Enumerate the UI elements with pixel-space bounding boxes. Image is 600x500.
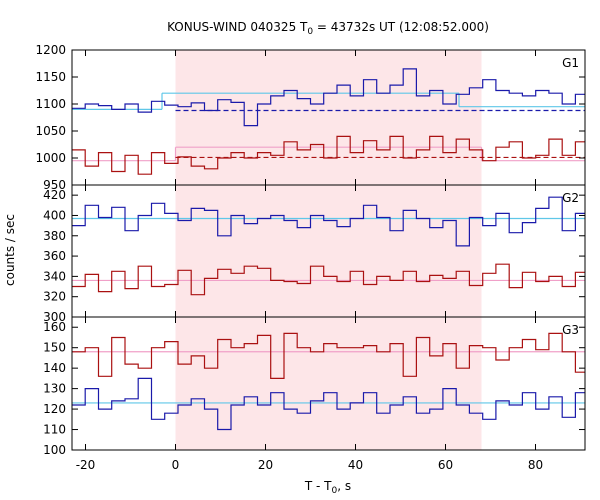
y-tick-label: 110 bbox=[43, 423, 66, 437]
x-tick-label: 0 bbox=[172, 458, 180, 472]
panel-g3: 100 110 120 130 140 150 160 G3 bbox=[43, 316, 586, 457]
y-tick-label: 1200 bbox=[35, 43, 66, 57]
x-tick-label: 80 bbox=[528, 458, 543, 472]
y-tick-label: 400 bbox=[43, 208, 66, 222]
series-g3-blue bbox=[72, 377, 585, 431]
x-tick-label: 20 bbox=[258, 458, 273, 472]
y-tick-label: 160 bbox=[43, 320, 66, 334]
chart-title: KONUS-WIND 040325 T0 = 43732s UT (12:08:… bbox=[167, 20, 489, 37]
y-tick-label: 1000 bbox=[35, 151, 66, 165]
burst-interval-highlight bbox=[175, 50, 482, 450]
x-tick-label: 40 bbox=[348, 458, 363, 472]
panel-g2: 300 320 340 360 380 400 420 G2 bbox=[43, 184, 586, 324]
y-tick-label: 340 bbox=[43, 269, 66, 283]
y-tick-label: 150 bbox=[43, 341, 66, 355]
y-tick-label: 1150 bbox=[35, 70, 66, 84]
y-tick-label: 100 bbox=[43, 443, 66, 457]
y-tick-label: 120 bbox=[43, 402, 66, 416]
panel-label-g3: G3 bbox=[562, 323, 579, 337]
series-g3-red bbox=[72, 332, 585, 379]
y-tick-label: 130 bbox=[43, 382, 66, 396]
y-tick-label: 420 bbox=[43, 188, 66, 202]
panel-g1: 950 1000 1050 1100 1150 1200 G1 bbox=[35, 43, 586, 192]
series-g2-red bbox=[72, 263, 585, 296]
series-g1-blue bbox=[72, 68, 585, 127]
panel-label-g2: G2 bbox=[562, 191, 579, 205]
panel-frame-g3 bbox=[71, 316, 586, 451]
panel-plot-g3 bbox=[72, 332, 585, 431]
y-tick-label: 300 bbox=[43, 310, 66, 324]
y-tick-label: 1100 bbox=[35, 97, 66, 111]
series-g1-red bbox=[72, 135, 585, 175]
y-tick-label: 950 bbox=[43, 178, 66, 192]
panel-plot-g1 bbox=[72, 68, 585, 175]
y-tick-label: 1050 bbox=[35, 124, 66, 138]
y-tick-label: 380 bbox=[43, 229, 66, 243]
y-tick-label: 320 bbox=[43, 290, 66, 304]
plot-area: 95010001050110011501200G1300320340360380… bbox=[35, 43, 586, 472]
x-tick-label: 60 bbox=[438, 458, 453, 472]
series-g2-blue bbox=[72, 196, 585, 247]
y-tick-label: 360 bbox=[43, 249, 66, 263]
panel-plot-g2 bbox=[72, 196, 585, 296]
x-axis-label: T - T0, s bbox=[304, 479, 351, 496]
y-tick-label: 140 bbox=[43, 361, 66, 375]
panel-label-g1: G1 bbox=[562, 56, 579, 70]
y-axis-label: counts / sec bbox=[3, 214, 17, 286]
x-tick-label: -20 bbox=[76, 458, 96, 472]
